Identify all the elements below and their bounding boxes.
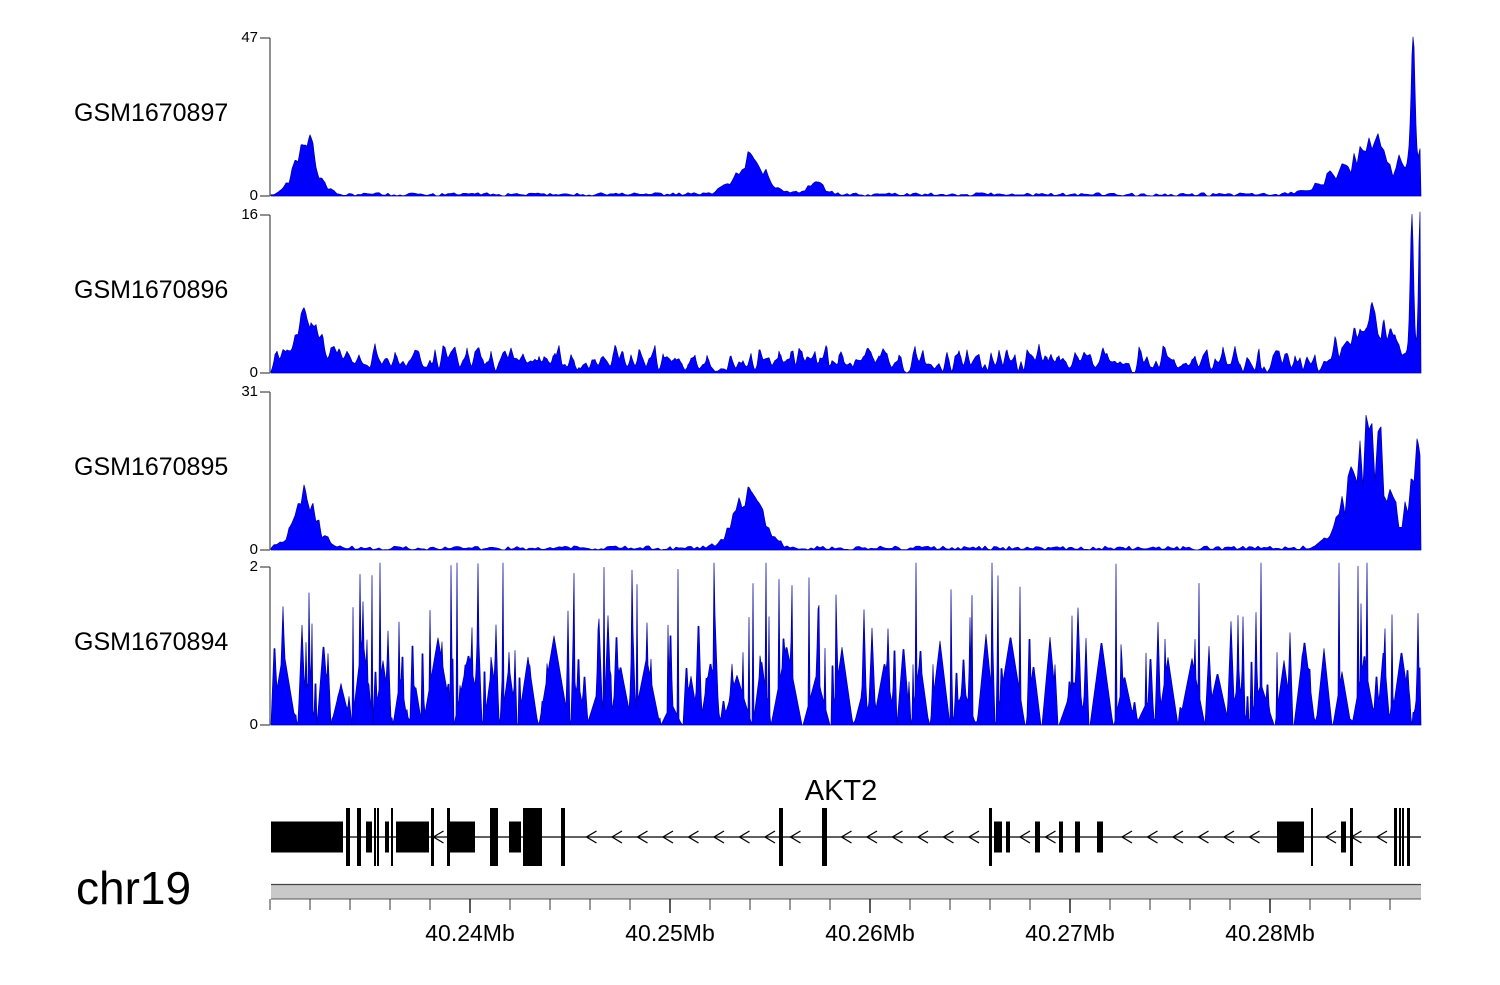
svg-text:chr19: chr19: [76, 862, 191, 914]
svg-text:40.26Mb: 40.26Mb: [825, 920, 915, 946]
svg-text:0: 0: [250, 364, 258, 381]
svg-text:2: 2: [250, 558, 258, 575]
svg-text:31: 31: [241, 383, 258, 400]
svg-text:40.27Mb: 40.27Mb: [1025, 920, 1115, 946]
svg-text:GSM1670896: GSM1670896: [74, 276, 228, 304]
svg-text:0: 0: [250, 716, 258, 733]
svg-text:47: 47: [241, 29, 258, 46]
svg-text:GSM1670895: GSM1670895: [74, 453, 228, 481]
svg-text:40.25Mb: 40.25Mb: [625, 920, 715, 946]
svg-text:40.24Mb: 40.24Mb: [425, 920, 515, 946]
svg-text:0: 0: [250, 187, 258, 204]
svg-text:AKT2: AKT2: [805, 775, 878, 807]
svg-text:GSM1670894: GSM1670894: [74, 628, 228, 656]
svg-text:0: 0: [250, 541, 258, 558]
svg-text:GSM1670897: GSM1670897: [74, 99, 228, 127]
svg-text:40.28Mb: 40.28Mb: [1225, 920, 1315, 946]
svg-text:16: 16: [241, 206, 258, 223]
